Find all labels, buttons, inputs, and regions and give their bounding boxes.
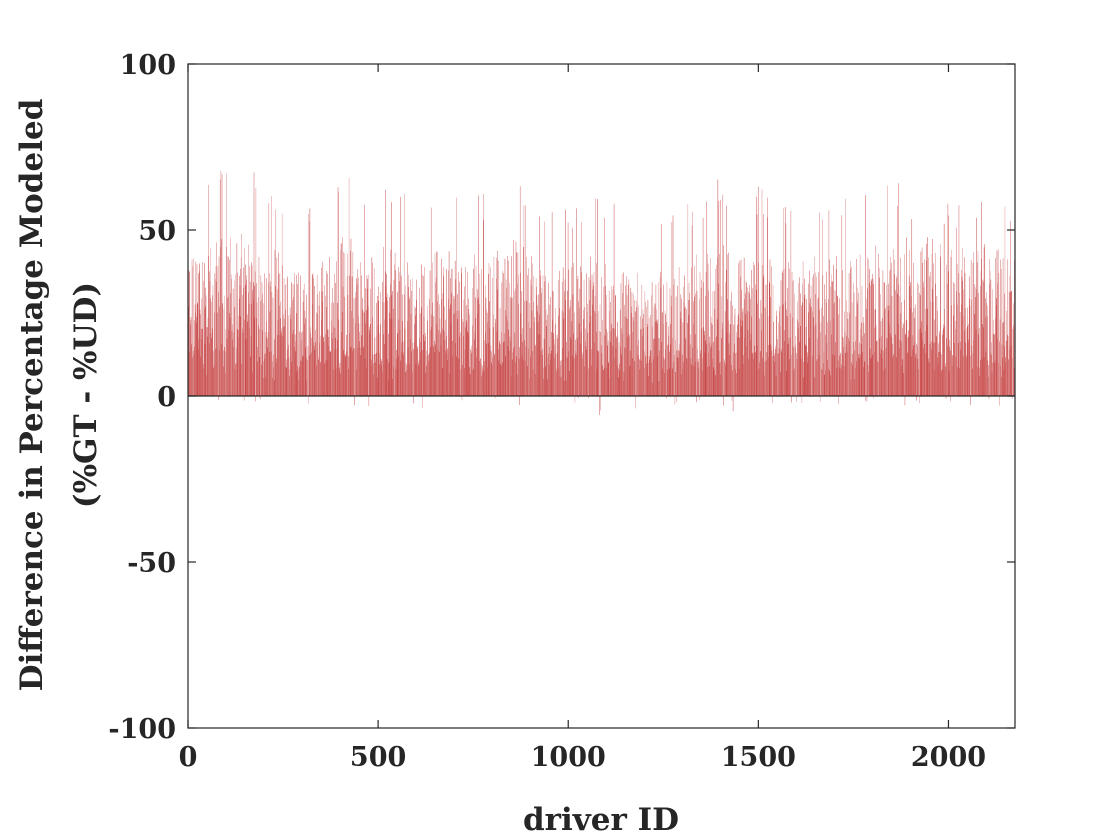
y-tick-label: 100 xyxy=(120,50,176,81)
x-tick-label: 500 xyxy=(350,742,406,773)
y-tick-label: -100 xyxy=(108,714,176,745)
x-tick-label: 2000 xyxy=(911,742,986,773)
y-tick-label: 0 xyxy=(157,382,176,413)
y-tick-label: -50 xyxy=(127,548,176,579)
x-tick-label: 1000 xyxy=(531,742,606,773)
y-ticks: -100 -50 0 50 100 xyxy=(108,50,1015,745)
y-tick-label: 50 xyxy=(138,216,176,247)
x-ticks: 0 500 1000 1500 2000 xyxy=(179,64,986,773)
x-tick-label: 0 xyxy=(179,742,198,773)
y-axis-label-line1: Difference in Percentage Modeled xyxy=(14,99,50,692)
x-axis-label: driver ID xyxy=(523,802,679,838)
x-tick-label: 1500 xyxy=(721,742,796,773)
y-axis-label-line2: (%GT - %UD) xyxy=(68,282,104,508)
bars-group xyxy=(188,171,1016,416)
